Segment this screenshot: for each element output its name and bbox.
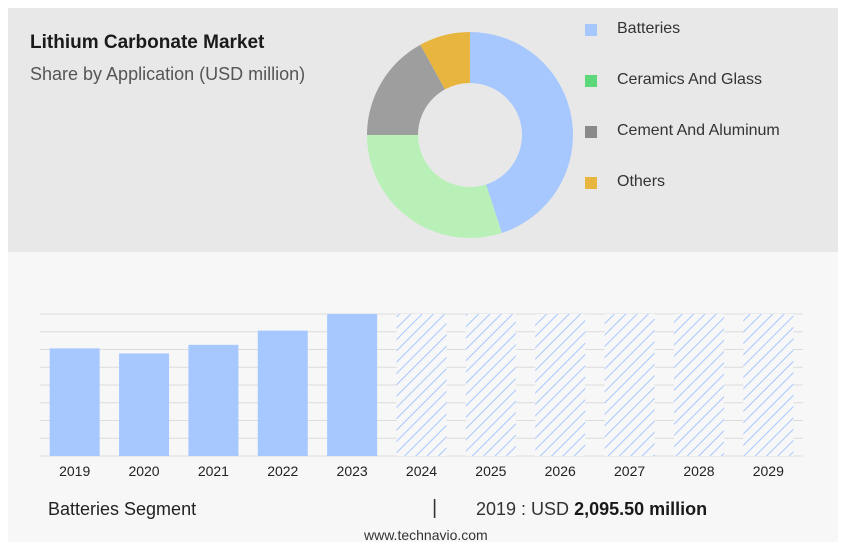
donut-chart: [358, 28, 582, 247]
bar-2023: [327, 314, 378, 456]
bar-2022: [257, 330, 308, 456]
legend-swatch: [585, 24, 597, 36]
donut-slice-cement-and-aluminum: [367, 44, 445, 135]
forecast-bar-2028: [673, 314, 724, 456]
bar-2021: [188, 344, 239, 456]
donut-slice-batteries: [470, 32, 573, 233]
bar-2019: [49, 348, 100, 456]
legend-label: Cement And Aluminum: [617, 122, 780, 139]
x-tick-label: 2021: [198, 463, 229, 479]
donut-slice-others: [420, 32, 470, 90]
legend-swatch: [585, 177, 597, 189]
chart-title: Lithium Carbonate Market: [30, 32, 265, 53]
x-tick-label: 2025: [475, 463, 506, 479]
x-tick-label: 2026: [545, 463, 576, 479]
segment-label: Batteries Segment: [48, 499, 197, 519]
segment-year-prefix: 2019 : USD: [476, 499, 575, 519]
x-tick-label: 2027: [614, 463, 645, 479]
legend-swatch: [585, 126, 597, 138]
x-tick-label: 2029: [753, 463, 784, 479]
legend-label: Ceramics And Glass: [617, 71, 762, 88]
x-tick-label: 2019: [59, 463, 90, 479]
donut-slice-ceramics-and-glass: [367, 135, 502, 238]
bar-2020: [119, 353, 170, 456]
forecast-bar-2027: [604, 314, 655, 456]
legend-label: Others: [617, 173, 666, 190]
segment-value-amount: 2,095.50 million: [574, 499, 708, 519]
footer-separator: |: [432, 497, 438, 519]
source-link[interactable]: www.technavio.com: [364, 527, 488, 543]
forecast-bar-2025: [465, 314, 516, 456]
legend-label: Batteries: [617, 20, 681, 37]
forecast-bar-2024: [396, 314, 447, 456]
x-tick-label: 2022: [267, 463, 298, 479]
x-tick-label: 2020: [128, 463, 159, 479]
forecast-bar-2029: [743, 314, 794, 456]
x-tick-label: 2023: [337, 463, 368, 479]
x-tick-label: 2024: [406, 463, 437, 479]
segment-value: 2019 : USD 2,095.50 million: [476, 499, 707, 520]
x-tick-label: 2028: [683, 463, 714, 479]
forecast-bar-2026: [535, 314, 586, 456]
legend-swatch: [585, 75, 597, 87]
chart-subtitle: Share by Application (USD million): [30, 64, 306, 84]
